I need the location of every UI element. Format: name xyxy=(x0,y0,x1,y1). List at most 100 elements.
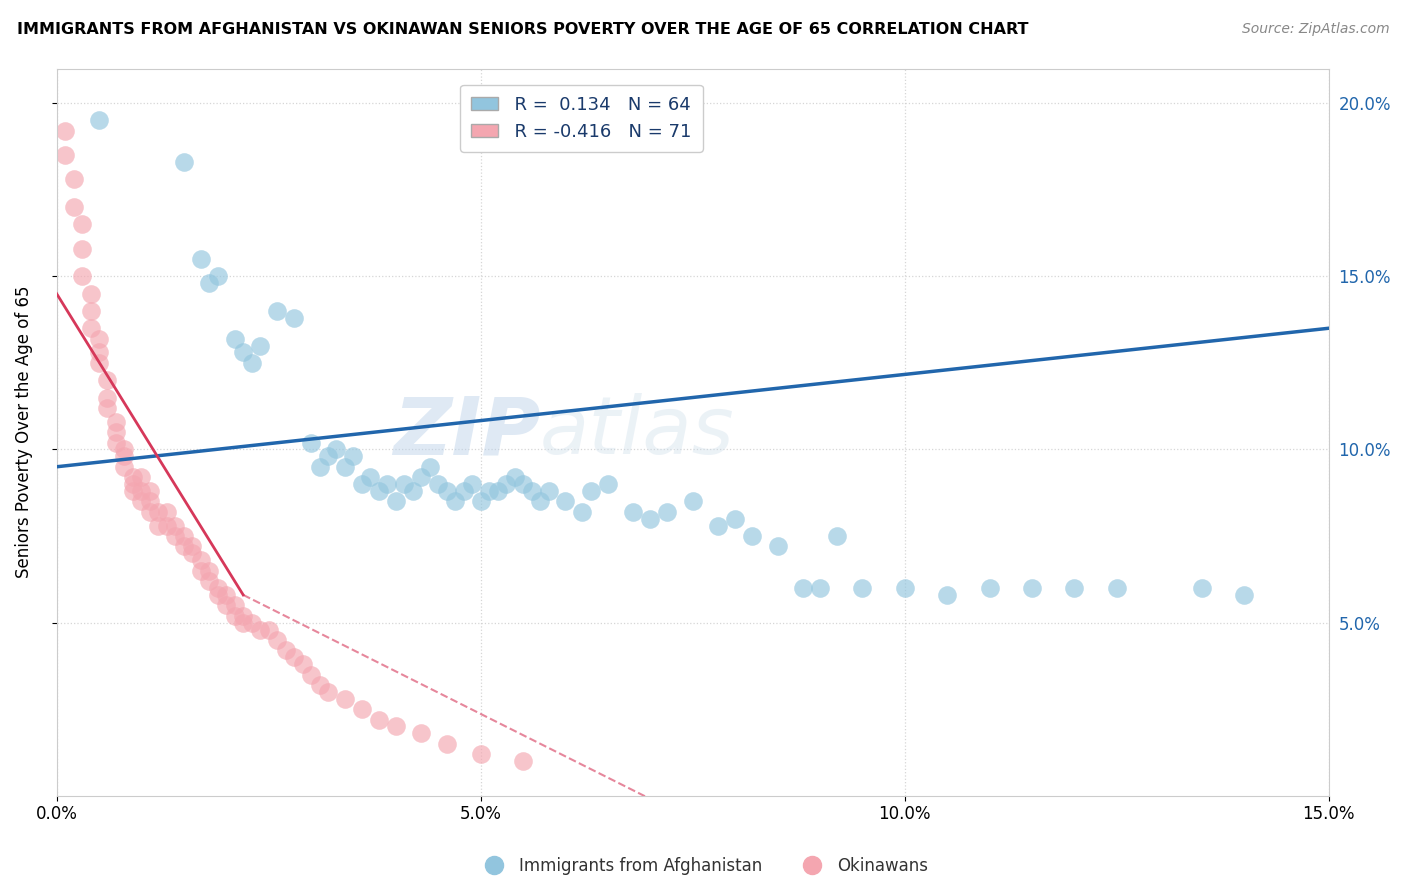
Legend:   R =  0.134   N = 64,   R = -0.416   N = 71: R = 0.134 N = 64, R = -0.416 N = 71 xyxy=(460,85,703,152)
Point xyxy=(173,155,195,169)
Point xyxy=(232,615,254,630)
Point xyxy=(470,494,492,508)
Point xyxy=(350,702,373,716)
Point xyxy=(139,505,162,519)
Point xyxy=(224,599,246,613)
Point xyxy=(274,643,297,657)
Legend: Immigrants from Afghanistan, Okinawans: Immigrants from Afghanistan, Okinawans xyxy=(471,851,935,882)
Point xyxy=(741,529,763,543)
Point xyxy=(165,518,187,533)
Point xyxy=(156,518,179,533)
Point xyxy=(207,269,229,284)
Point xyxy=(461,477,484,491)
Point xyxy=(308,459,330,474)
Point xyxy=(444,494,467,508)
Point xyxy=(808,581,831,595)
Point xyxy=(394,477,416,491)
Point xyxy=(596,477,619,491)
Point xyxy=(316,685,339,699)
Text: ZIP: ZIP xyxy=(392,393,540,471)
Point xyxy=(537,483,560,498)
Point xyxy=(350,477,373,491)
Point xyxy=(122,483,145,498)
Point xyxy=(367,713,389,727)
Point xyxy=(1105,581,1128,595)
Point xyxy=(139,483,162,498)
Point xyxy=(232,345,254,359)
Point xyxy=(1233,588,1256,602)
Point xyxy=(207,581,229,595)
Point xyxy=(148,505,170,519)
Point xyxy=(53,124,76,138)
Point xyxy=(792,581,814,595)
Point xyxy=(851,581,873,595)
Point xyxy=(299,435,322,450)
Point xyxy=(495,477,517,491)
Point xyxy=(122,477,145,491)
Point xyxy=(359,470,381,484)
Point xyxy=(249,338,271,352)
Point xyxy=(70,218,93,232)
Point xyxy=(190,564,212,578)
Point xyxy=(79,321,101,335)
Point xyxy=(104,435,127,450)
Point xyxy=(621,505,644,519)
Point xyxy=(207,588,229,602)
Point xyxy=(156,505,179,519)
Point xyxy=(512,754,534,768)
Point xyxy=(96,373,118,387)
Point xyxy=(114,442,136,457)
Point xyxy=(79,286,101,301)
Point xyxy=(486,483,509,498)
Point xyxy=(190,553,212,567)
Point xyxy=(333,691,356,706)
Point xyxy=(411,470,433,484)
Point xyxy=(554,494,576,508)
Point xyxy=(87,113,110,128)
Point xyxy=(385,494,408,508)
Point xyxy=(70,242,93,256)
Point xyxy=(240,356,263,370)
Point xyxy=(96,401,118,415)
Point xyxy=(419,459,441,474)
Point xyxy=(215,599,238,613)
Point xyxy=(979,581,1001,595)
Point xyxy=(70,269,93,284)
Point xyxy=(579,483,602,498)
Point xyxy=(1021,581,1043,595)
Point xyxy=(333,459,356,474)
Point xyxy=(181,546,204,560)
Point xyxy=(291,657,314,672)
Point xyxy=(893,581,915,595)
Point xyxy=(224,332,246,346)
Point xyxy=(299,667,322,681)
Point xyxy=(453,483,475,498)
Point xyxy=(385,719,408,733)
Point xyxy=(283,650,305,665)
Point xyxy=(87,332,110,346)
Point xyxy=(114,450,136,464)
Point xyxy=(62,200,84,214)
Point xyxy=(470,747,492,762)
Point xyxy=(181,540,204,554)
Text: Source: ZipAtlas.com: Source: ZipAtlas.com xyxy=(1241,22,1389,37)
Point xyxy=(825,529,848,543)
Point xyxy=(657,505,679,519)
Point xyxy=(198,574,221,588)
Point xyxy=(316,450,339,464)
Point xyxy=(79,304,101,318)
Point xyxy=(198,564,221,578)
Point xyxy=(257,623,280,637)
Point xyxy=(936,588,959,602)
Point xyxy=(529,494,551,508)
Point xyxy=(62,172,84,186)
Point xyxy=(96,391,118,405)
Point xyxy=(436,737,458,751)
Point xyxy=(308,678,330,692)
Point xyxy=(87,356,110,370)
Point xyxy=(232,608,254,623)
Point xyxy=(249,623,271,637)
Point xyxy=(131,494,153,508)
Point xyxy=(131,483,153,498)
Point xyxy=(266,632,288,647)
